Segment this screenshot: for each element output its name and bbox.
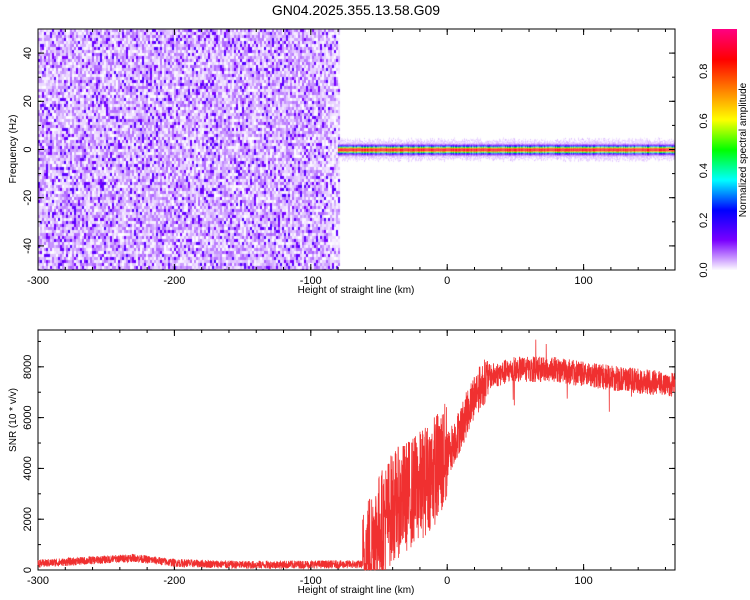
spec-ytick-label: -20: [22, 190, 34, 206]
spec-ytick-label: 0: [22, 146, 34, 152]
snr-xtick-label: -200: [163, 575, 185, 587]
snr-ytick-label: 2000: [22, 507, 34, 531]
spec-xtick-label: 100: [574, 275, 592, 287]
spec-frame: [37, 28, 676, 271]
colorbar-tick-label: 0.0: [698, 262, 710, 277]
spec-xtick-label: 0: [444, 275, 450, 287]
spectrogram-heatmap: [38, 29, 675, 270]
chart-title: GN04.2025.355.13.58.G09: [271, 2, 441, 18]
snr-ylabel: SNR (10 * v/v): [8, 388, 19, 452]
spec-xlabel: Height of straight line (km): [298, 285, 415, 296]
spec-xtick-label: -200: [163, 275, 185, 287]
spec-xtick-label: -300: [27, 275, 49, 287]
colorbar-tick-label: 0.2: [698, 213, 710, 228]
snr-axes: -300 -200 -100 0 10002000400060008000Height …: [8, 329, 676, 596]
snr-ytick-label: 6000: [22, 405, 34, 429]
snr-xtick-label: -300: [27, 575, 49, 587]
snr-xtick-label: 100: [574, 575, 592, 587]
snr-xtick-label: -100: [300, 575, 322, 587]
snr-xlabel: Height of straight line (km): [298, 585, 415, 596]
spec-xtick-label: -100: [300, 275, 322, 287]
snr-frame: [37, 329, 676, 571]
colorbar-gradient: [712, 29, 737, 270]
spec-ytick-label: 40: [22, 47, 34, 59]
spec-ytick-label: -40: [22, 238, 34, 254]
snr-ytick-label: 4000: [22, 456, 34, 480]
colorbar-tick-label: 0.4: [698, 163, 710, 178]
colorbar-tick-label: 0.8: [698, 64, 710, 79]
snr-ytick-label: 8000: [22, 355, 34, 379]
spec-ytick-label: 20: [22, 95, 34, 107]
spec-ylabel: Frequency (Hz): [8, 115, 19, 184]
snr-xtick-label: 0: [444, 575, 450, 587]
colorbar-axes: 0.0 0.2 0.4 0.6 0.8 Normalized spectral ampli…: [698, 64, 749, 278]
snr-series-line: [37, 339, 676, 571]
snr-ytick-label: 0: [22, 567, 34, 573]
colorbar-tick-label: 0.6: [698, 113, 710, 128]
colorbar-label: Normalized spectral amplitude: [738, 82, 749, 217]
